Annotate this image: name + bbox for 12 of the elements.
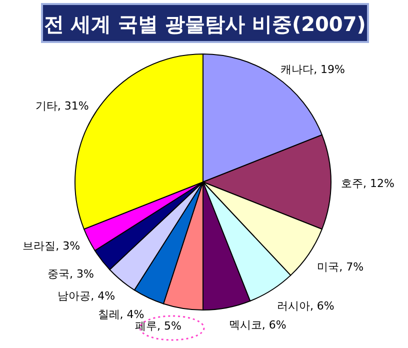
slice-label: 중국, 3% xyxy=(48,268,94,281)
slice-label: 페루, 5% xyxy=(134,319,182,332)
chart-title: 전 세계 국별 광물탐사 비중(2007) xyxy=(44,12,366,36)
slice-label: 호주, 12% xyxy=(341,177,394,190)
slice-label: 브라질, 3% xyxy=(22,240,80,253)
slice-label: 미국, 7% xyxy=(317,260,364,274)
slice-label: 캐나다, 19% xyxy=(280,62,346,76)
slice-label: 기타, 31% xyxy=(35,99,89,112)
slice-label: 남아공, 4% xyxy=(58,289,116,302)
slice-label: 칠레, 4% xyxy=(98,308,144,321)
slice-label: 러시아, 6% xyxy=(276,300,334,313)
slice-label: 멕시코, 6% xyxy=(228,318,286,332)
